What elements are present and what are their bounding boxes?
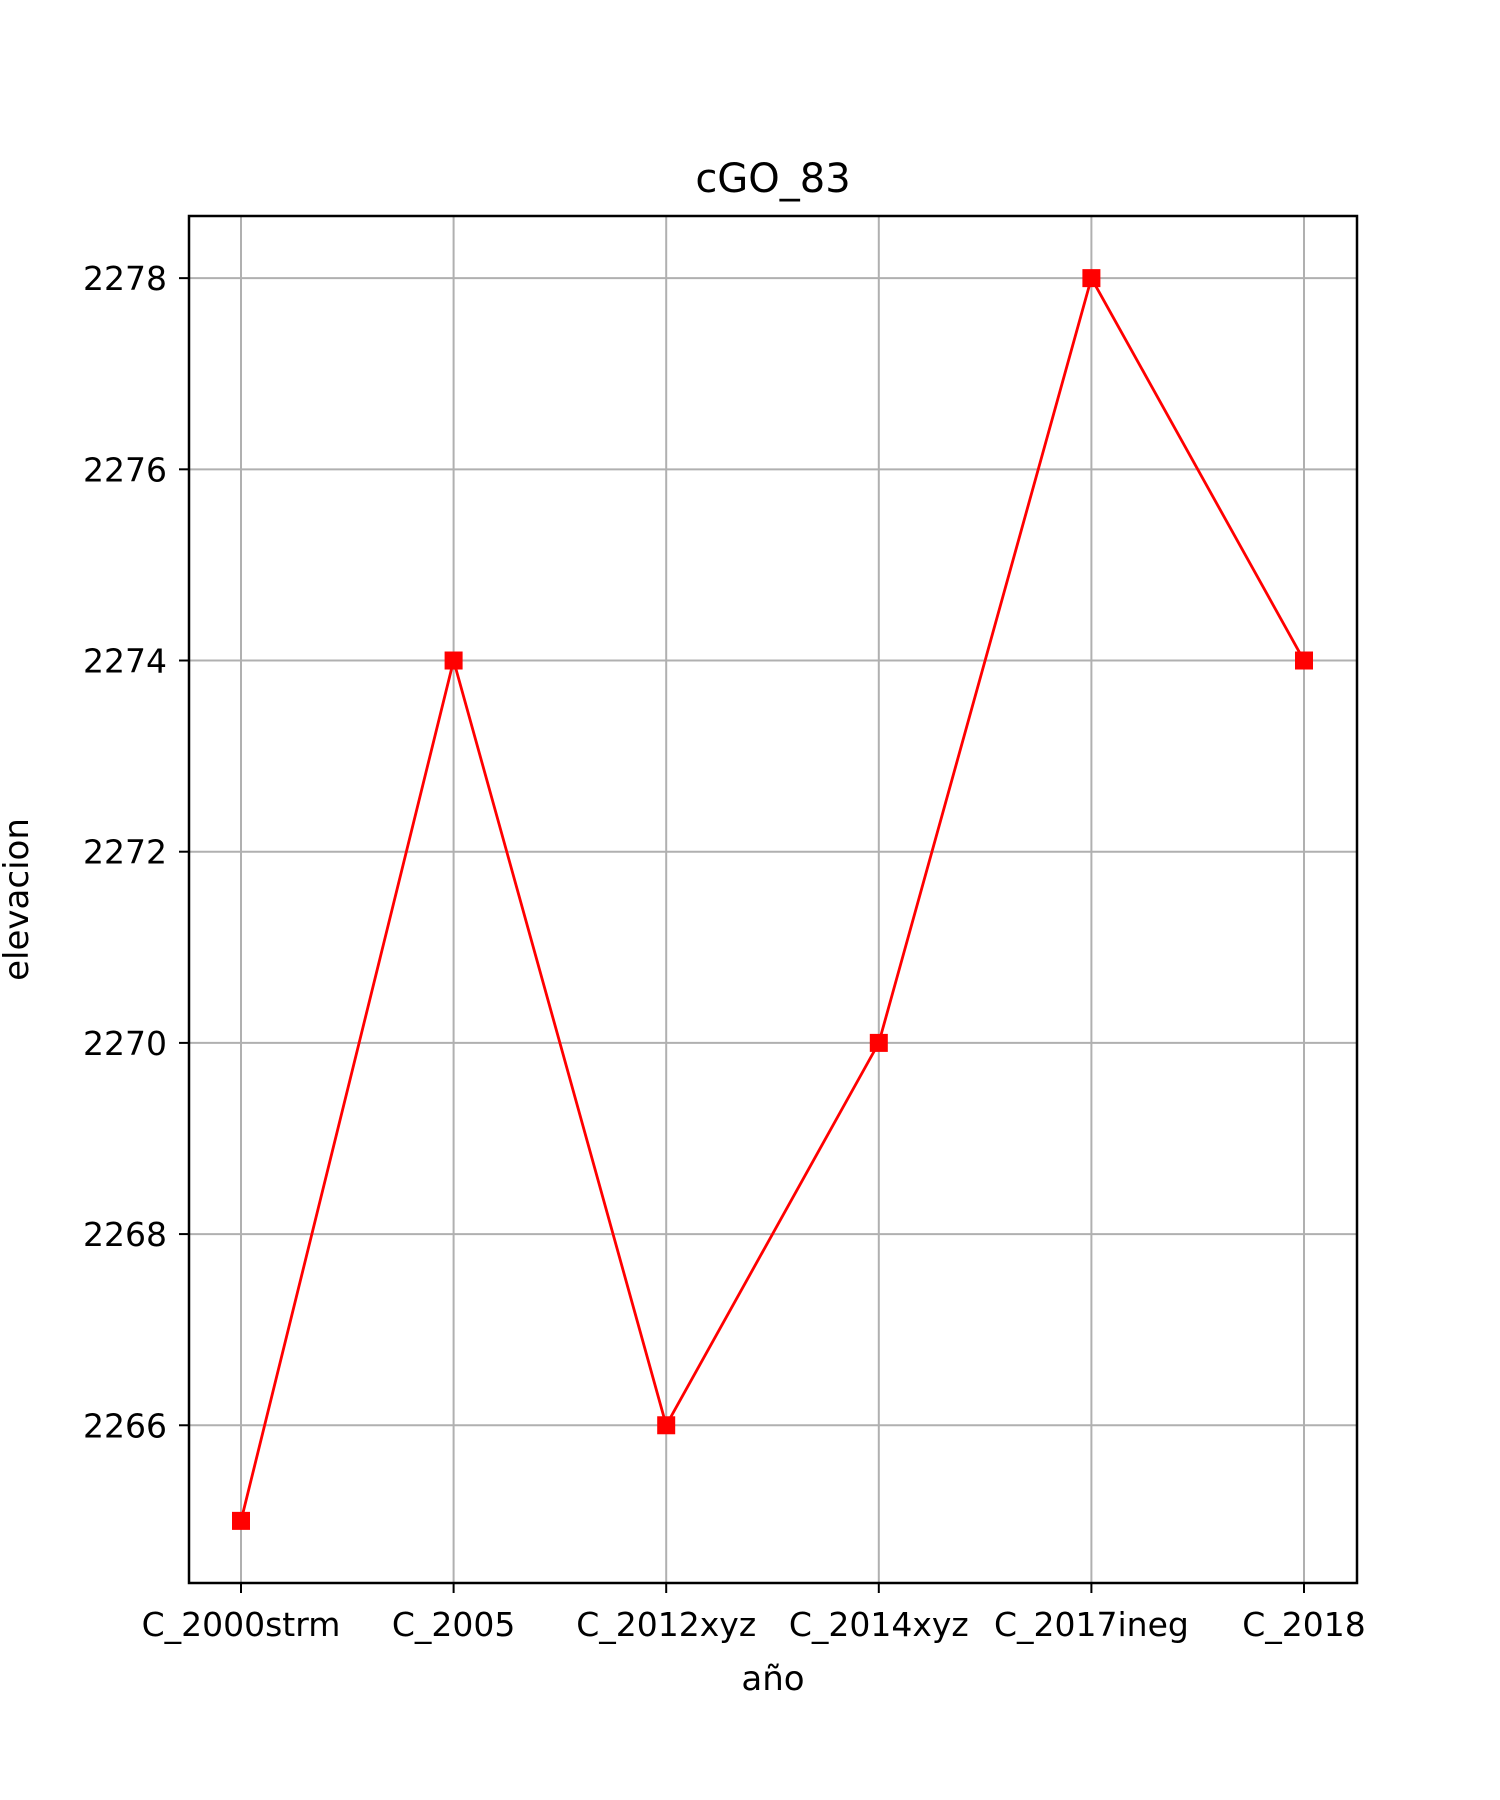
data-point-marker xyxy=(1082,269,1101,288)
y-tick-label: 2270 xyxy=(83,1024,167,1063)
y-tick-label: 2278 xyxy=(83,259,167,298)
data-point-marker xyxy=(657,1416,676,1435)
plot-frame xyxy=(187,214,1359,1585)
data-point-marker xyxy=(1295,651,1313,670)
x-tick-label: C_2017ineg xyxy=(994,1605,1189,1644)
grid xyxy=(189,216,1357,1583)
y-axis-label: elevacion xyxy=(0,818,37,981)
y-tick-label: 2276 xyxy=(83,450,167,489)
chart-title: cGO_83 xyxy=(695,156,850,202)
x-tick-label: C_2018 xyxy=(1242,1605,1366,1644)
x-tick-label: C_2012xyz xyxy=(576,1605,756,1644)
y-tick-label: 2272 xyxy=(83,833,167,872)
series-line xyxy=(239,274,1306,1522)
data-point-marker xyxy=(869,1033,888,1052)
x-tick-label: C_2005 xyxy=(392,1605,516,1644)
x-tick-label: C_2000strm xyxy=(142,1605,341,1644)
x-tick-label: C_2014xyz xyxy=(789,1605,969,1644)
series-layer xyxy=(232,269,1313,1530)
x-axis-label: año xyxy=(741,1659,804,1699)
ticks: C_2000strm C_2005 C_2012xyz C_2014xyz C_2017… xyxy=(83,259,1366,1644)
data-point-marker xyxy=(444,651,463,670)
data-point-marker xyxy=(232,1511,250,1530)
y-tick-label: 2266 xyxy=(83,1406,167,1445)
y-tick-label: 2268 xyxy=(83,1215,167,1254)
y-tick-label: 2274 xyxy=(83,642,167,681)
